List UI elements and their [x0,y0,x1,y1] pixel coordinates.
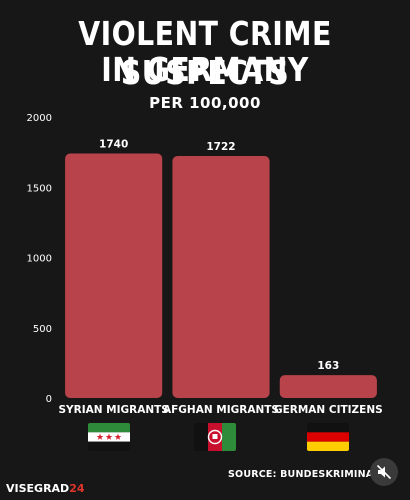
speaker-muted-icon [376,464,392,480]
syria-flag-icon [88,423,130,451]
y-tick-label: 0 [46,394,52,405]
bar [65,153,163,398]
data-label: 1740 [99,139,128,151]
y-tick-label: 2000 [27,113,52,124]
brand-logo: VISEGRAD24 [6,482,85,495]
y-tick-label: 1500 [27,183,52,194]
chart-subtitle: PER 100,000 [149,94,261,112]
y-tick-label: 1000 [27,254,52,265]
data-label: 1722 [206,141,235,153]
brand-name: VISEGRAD [6,482,70,495]
mute-button[interactable] [370,458,398,486]
brand-accent: 24 [69,482,85,495]
y-tick-label: 500 [33,324,52,335]
bar [279,375,377,398]
data-label: 163 [317,360,339,372]
chart-title-line-2: IN GERMANY [101,50,309,89]
category-label: AFGHAN MIGRANTS [163,404,279,416]
chart-title-line-1: VIOLENT CRIME SUSPECTS [78,14,332,92]
source-note: SOURCE: BUNDESKRIMINALAMT (BKA), FREIB [228,469,382,480]
bar [172,156,270,398]
category-label: GERMAN CITIZENS [274,404,383,416]
afghanistan-flag-icon [194,423,236,451]
germany-flag-icon [307,423,349,451]
category-label: SYRIAN MIGRANTS [58,404,168,416]
